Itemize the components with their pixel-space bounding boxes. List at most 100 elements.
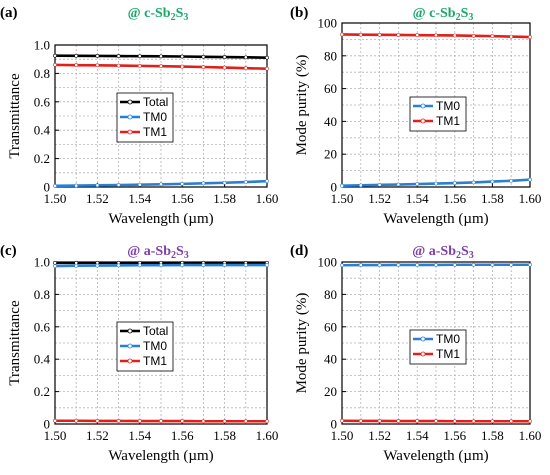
data-point-tm1 xyxy=(222,419,227,424)
y-tick-label: 40 xyxy=(324,114,337,129)
data-point-tm0 xyxy=(396,182,401,187)
legend-label-tm1: TM1 xyxy=(143,125,167,139)
chart-title-subscript: 2 xyxy=(456,12,461,23)
data-point-tm0 xyxy=(358,263,363,267)
y-tick-label: 1.0 xyxy=(34,255,50,270)
data-point-tm0 xyxy=(377,263,382,267)
data-point-tm0 xyxy=(490,262,495,267)
y-tick-label: 80 xyxy=(324,287,337,302)
data-point-total xyxy=(265,55,269,60)
x-axis-title: Wavelength (µm) xyxy=(383,211,488,227)
y-tick-label: 0.4 xyxy=(34,123,51,138)
data-point-tm1 xyxy=(377,32,382,37)
data-point-tm0 xyxy=(201,263,206,267)
y-tick-label: 20 xyxy=(324,147,337,162)
x-tick-label: 1.50 xyxy=(44,191,67,206)
data-point-tm0 xyxy=(490,179,495,184)
data-point-tm1 xyxy=(528,419,532,424)
data-point-total xyxy=(53,260,57,265)
chart-title-mid: S xyxy=(176,244,184,259)
y-tick-label: 0 xyxy=(44,180,51,195)
data-point-tm0 xyxy=(396,263,401,267)
data-point-tm0 xyxy=(509,178,514,183)
data-point-tm0 xyxy=(53,183,57,188)
x-axis-title: Wavelength (µm) xyxy=(108,448,213,464)
chart-title-subscript: 2 xyxy=(171,12,176,23)
chart-title-prefix: @ c-Sb xyxy=(128,6,171,21)
y-tick-label: 0.6 xyxy=(34,94,51,109)
data-point-total xyxy=(243,55,248,60)
data-point-tm0 xyxy=(95,183,100,188)
y-axis-title: Transmittance xyxy=(7,300,23,386)
chart-title-subscript: 3 xyxy=(469,250,474,261)
panel-label: (c) xyxy=(0,243,17,259)
y-tick-label: 20 xyxy=(324,384,337,399)
data-point-tm0 xyxy=(137,263,142,268)
data-point-tm1 xyxy=(265,419,269,424)
chart-title-prefix: @ a-Sb xyxy=(127,244,171,259)
y-tick-label: 0.8 xyxy=(34,287,50,302)
y-axis-title: Mode purity (%) xyxy=(294,293,310,394)
data-point-tm0 xyxy=(180,263,185,267)
data-point-tm1 xyxy=(434,33,438,38)
y-tick-label: 100 xyxy=(318,16,338,31)
data-point-total xyxy=(159,54,163,59)
data-point-total xyxy=(95,54,100,58)
data-point-tm1 xyxy=(471,419,476,424)
data-point-tm1 xyxy=(396,33,401,37)
data-point-tm0 xyxy=(434,263,438,267)
data-point-total xyxy=(222,55,227,59)
data-point-tm1 xyxy=(243,419,248,424)
data-point-total xyxy=(116,54,121,58)
legend-marker-tm0 xyxy=(420,103,426,109)
chart-panel-d: (d) @ a-Sb2S3 1.50 1.52 1.54 1.56 1.58 1.60 0 20 4… xyxy=(290,243,541,464)
data-point-tm0 xyxy=(415,263,420,267)
data-point-tm1 xyxy=(116,63,121,68)
x-tick-label: 1.54 xyxy=(406,428,429,443)
x-tick-label: 1.58 xyxy=(213,191,236,206)
x-tick-label: 1.52 xyxy=(86,191,109,206)
data-point-tm0 xyxy=(471,262,476,267)
legend-label-tm1: TM1 xyxy=(436,347,460,361)
y-tick-label: 0 xyxy=(331,180,338,195)
x-tick-label: 1.54 xyxy=(128,428,151,443)
legend-marker-total xyxy=(127,328,133,334)
data-point-tm1 xyxy=(95,63,100,68)
x-tick-label: 1.50 xyxy=(44,428,67,443)
data-point-tm0 xyxy=(53,264,57,268)
data-point-tm0 xyxy=(452,262,457,267)
data-point-total xyxy=(74,53,79,58)
data-point-tm0 xyxy=(95,263,100,268)
legend-marker-tm0 xyxy=(420,336,426,342)
chart-title-subscript: 2 xyxy=(456,250,461,261)
chart-title-subscript: 2 xyxy=(171,250,176,261)
data-point-total xyxy=(137,54,142,59)
chart-title-prefix: @ c-Sb xyxy=(413,6,456,21)
data-point-tm0 xyxy=(74,183,79,188)
plot-frame xyxy=(341,22,531,188)
chart-title-subscript: 3 xyxy=(184,250,189,261)
data-point-tm1 xyxy=(159,64,163,69)
x-axis-title: Wavelength (µm) xyxy=(383,448,488,464)
data-point-tm0 xyxy=(415,182,420,186)
y-tick-label: 60 xyxy=(324,81,337,96)
legend-label-total: Total xyxy=(143,95,168,109)
data-point-tm0 xyxy=(358,183,363,188)
chart-title: @ c-Sb2S3 xyxy=(413,6,474,23)
panel-label: (d) xyxy=(290,243,308,259)
x-tick-label: 1.52 xyxy=(368,191,391,206)
data-point-total xyxy=(180,54,185,59)
data-point-tm0 xyxy=(265,179,269,184)
data-point-tm1 xyxy=(509,34,514,39)
data-point-tm1 xyxy=(434,419,438,423)
data-point-tm0 xyxy=(340,263,344,268)
data-point-tm0 xyxy=(471,180,476,185)
y-tick-label: 0 xyxy=(331,417,338,432)
data-point-tm0 xyxy=(434,181,438,186)
chart-title-prefix: @ a-Sb xyxy=(412,244,456,259)
legend-marker-tm0 xyxy=(127,343,133,349)
chart-panel-a: (a) @ c-Sb2S3 1.50 1.52 1.54 1.56 1.58 1.60 0 0.2… xyxy=(0,5,278,227)
legend-marker-tm1 xyxy=(420,118,426,124)
